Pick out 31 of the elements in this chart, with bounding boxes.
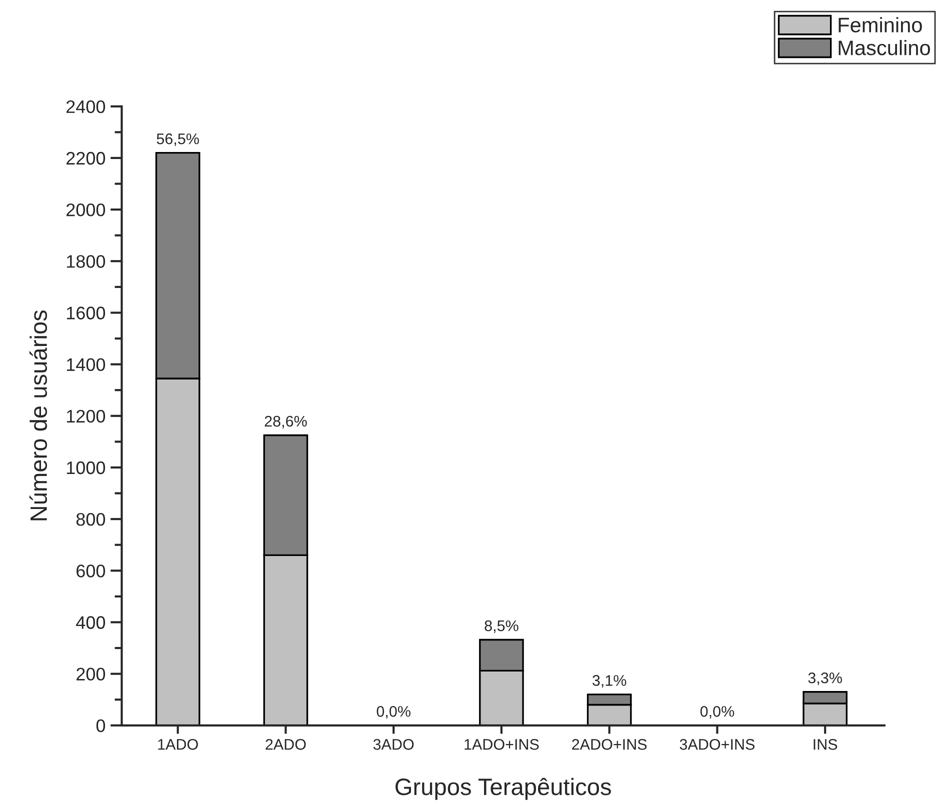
- y-tick-label: 1800: [66, 255, 106, 268]
- x-tick-label: INS: [814, 739, 838, 750]
- y-tick-label: 1400: [66, 358, 106, 372]
- x-axis-title: Grupos Terapêuticos: [396, 778, 611, 800]
- y-tick-label: 2400: [66, 100, 106, 114]
- annotation: 0,0%: [700, 706, 734, 719]
- y-tick-label: 0: [96, 719, 106, 732]
- legend-label: Feminino: [838, 17, 922, 32]
- x-tick-label: 1ADO+INS: [464, 739, 539, 750]
- y-tick-label: 800: [76, 513, 106, 526]
- annotation: 0,0%: [376, 706, 410, 719]
- annotation: 3,3%: [808, 672, 842, 686]
- y-tick-label: 400: [76, 616, 106, 629]
- y-tick-label: 200: [76, 668, 106, 681]
- legend-label: Masculino: [838, 40, 930, 56]
- annotation: 8,5%: [484, 620, 518, 633]
- x-tick-label: 2ADO+INS: [572, 739, 647, 750]
- y-axis-title: Número de usuários: [29, 310, 48, 520]
- y-tick-label: 1200: [66, 410, 106, 423]
- y-tick-label: 600: [76, 564, 106, 578]
- x-tick-label: 1ADO: [158, 739, 198, 750]
- x-tick-label: 2ADO: [266, 739, 306, 750]
- annotation: 28,6%: [264, 416, 307, 428]
- x-tick-label: 3ADO+INS: [680, 739, 755, 750]
- y-tick-label: 2200: [66, 152, 106, 165]
- annotation: 56,5%: [156, 133, 199, 146]
- annotation: 3,1%: [592, 675, 626, 688]
- y-tick-label: 1000: [66, 461, 106, 474]
- y-tick-label: 1600: [66, 306, 106, 320]
- y-tick-label: 2000: [66, 203, 106, 216]
- x-tick-label: 3ADO: [373, 739, 414, 750]
